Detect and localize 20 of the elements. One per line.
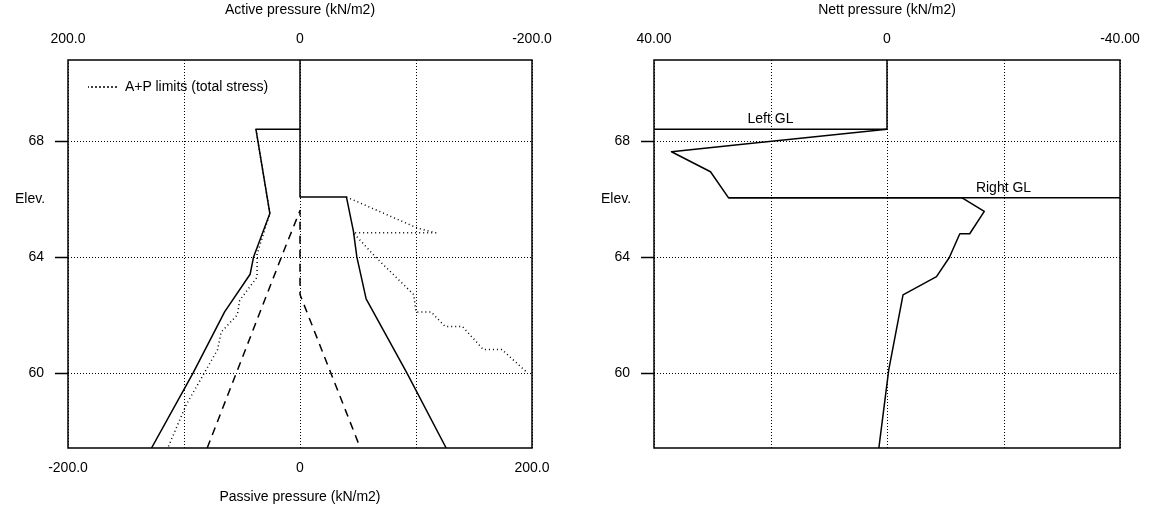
y-axis-title: Elev. — [14, 189, 46, 206]
y-tick-label: 68 — [28, 131, 45, 148]
x-tick-label: -40.00 — [1100, 30, 1141, 47]
x-tick-label: -200.0 — [48, 459, 89, 476]
y-tick-label: 64 — [614, 247, 631, 264]
y-axis-title: Elev. — [600, 189, 632, 206]
annotation: Left GL — [747, 110, 794, 127]
x-axis-title: Nett pressure (kN/m2) — [818, 1, 956, 18]
annotation: Right GL — [975, 178, 1032, 195]
x-tick-label: 0 — [296, 459, 305, 476]
x-axis-title: Passive pressure (kN/m2) — [219, 488, 381, 505]
x-tick-label: 0 — [883, 30, 892, 47]
x2-axis-title: Active pressure (kN/m2) — [224, 1, 376, 18]
x-tick-label: 40.00 — [636, 30, 672, 47]
x-tick-label: 200.0 — [514, 459, 550, 476]
y-tick-label: 64 — [28, 247, 45, 264]
y-tick-label: 60 — [28, 363, 45, 380]
y-tick-label: 68 — [614, 131, 631, 148]
y-tick-label: 60 — [614, 363, 631, 380]
legend-label: A+P limits (total stress) — [125, 77, 269, 94]
